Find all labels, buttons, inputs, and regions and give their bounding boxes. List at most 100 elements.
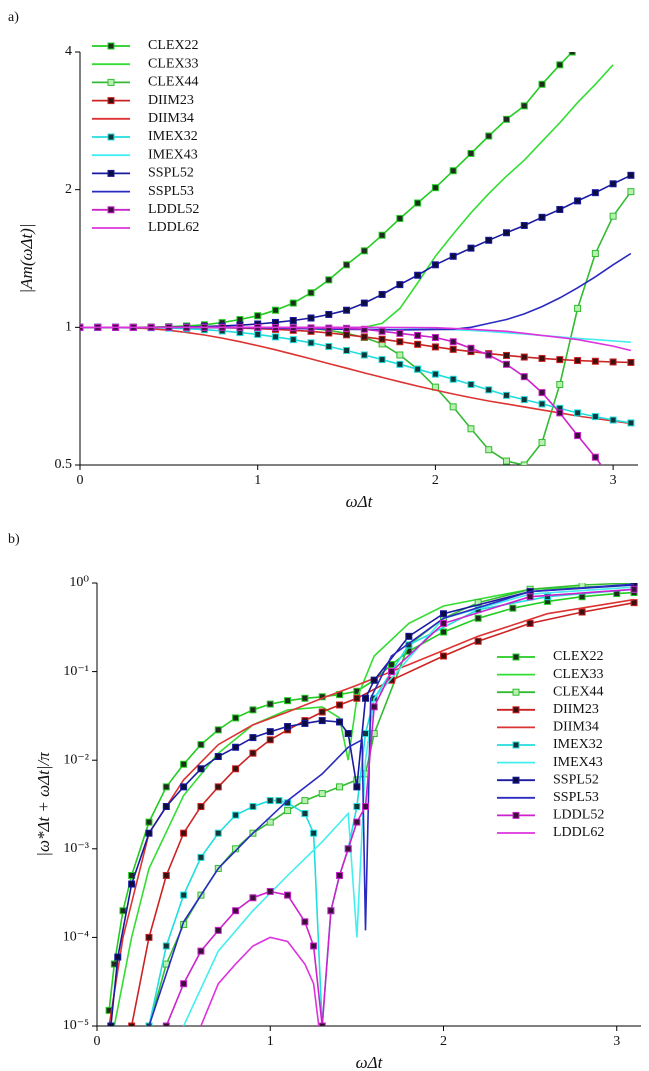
marker [310, 829, 318, 837]
x-tick-label: 1 [254, 473, 261, 488]
marker [431, 334, 439, 342]
marker [232, 743, 240, 751]
marker [271, 306, 279, 314]
y-tick-label: 2 [65, 182, 72, 197]
legend-marker [512, 741, 520, 749]
marker [343, 331, 351, 339]
marker [301, 797, 309, 805]
marker [362, 803, 370, 811]
marker [591, 250, 599, 258]
marker [378, 356, 386, 364]
marker [627, 358, 635, 366]
marker [232, 765, 240, 773]
marker [236, 316, 244, 324]
marker [249, 894, 257, 902]
marker [538, 389, 546, 397]
marker [266, 728, 274, 736]
marker [307, 339, 315, 347]
marker [627, 171, 635, 179]
series-line [165, 588, 635, 1026]
marker [162, 803, 170, 811]
marker [360, 247, 368, 255]
marker [180, 829, 188, 837]
marker [301, 694, 309, 702]
y-tick-label: 1 [65, 320, 72, 335]
legend-marker [512, 811, 520, 819]
y-tick-label: 4 [65, 44, 72, 59]
marker [431, 261, 439, 269]
marker [396, 360, 404, 368]
marker [249, 706, 257, 714]
x-tick-label: 0 [77, 473, 84, 488]
legend-label: SSPL52 [148, 166, 194, 181]
marker [360, 325, 368, 333]
chart-panel: b) 0 1 2 3 10⁻⁵ 10⁻⁴ 10⁻³ 10⁻² 10⁻¹ 10⁰ ωΔt |ω*Δt + … [8, 532, 641, 1071]
marker [502, 391, 510, 399]
marker [214, 753, 222, 761]
marker [502, 229, 510, 237]
marker [439, 610, 447, 618]
marker [526, 593, 534, 601]
marker [414, 340, 422, 348]
marker [439, 619, 447, 627]
marker [439, 628, 447, 636]
legend-label: LDDL52 [553, 808, 604, 823]
marker [318, 708, 326, 716]
marker [232, 907, 240, 915]
marker [449, 338, 457, 346]
marker [526, 619, 534, 627]
marker [485, 351, 493, 359]
marker [114, 953, 122, 961]
marker [520, 221, 528, 229]
y-tick-label: 10⁻⁴ [63, 930, 89, 945]
marker [405, 632, 413, 640]
marker [343, 346, 351, 354]
marker [474, 637, 482, 645]
legend-label: LDDL62 [553, 825, 604, 840]
chart-panel: a) 0 1 2 3 0.5 1 2 4 ωΔt |Am(ωΔt)| CLEX22 CLEX33 CLEX… [8, 10, 638, 511]
marker [310, 942, 318, 950]
marker [520, 102, 528, 110]
marker [180, 891, 188, 899]
marker [396, 281, 404, 289]
marker [360, 299, 368, 307]
marker [266, 887, 274, 895]
marker [502, 457, 510, 465]
marker [353, 818, 361, 826]
marker [289, 317, 297, 325]
series-line [80, 252, 632, 331]
marker [414, 365, 422, 373]
marker [197, 803, 205, 811]
marker [180, 760, 188, 768]
marker [232, 811, 240, 819]
marker [214, 926, 222, 934]
legend-label: SSPL53 [148, 184, 194, 199]
marker [284, 697, 292, 705]
marker [574, 304, 582, 312]
marker [162, 942, 170, 950]
marker [197, 765, 205, 773]
marker [362, 694, 370, 702]
marker [353, 694, 361, 702]
marker [538, 400, 546, 408]
legend-label: DIIM23 [553, 702, 599, 717]
marker [378, 335, 386, 343]
marker [289, 299, 297, 307]
marker [128, 880, 136, 888]
marker [145, 933, 153, 941]
marker [574, 432, 582, 440]
marker [609, 180, 617, 188]
legend-label: CLEX44 [148, 75, 199, 90]
marker [249, 734, 257, 742]
marker [414, 271, 422, 279]
marker [318, 790, 326, 798]
marker [266, 736, 274, 744]
marker [360, 351, 368, 359]
marker [180, 783, 188, 791]
marker [284, 723, 292, 731]
marker [474, 614, 482, 622]
y-axis-label: |ω*Δt + ωΔt|/π [34, 752, 53, 857]
marker [284, 807, 292, 815]
marker [467, 344, 475, 352]
marker [556, 61, 564, 69]
